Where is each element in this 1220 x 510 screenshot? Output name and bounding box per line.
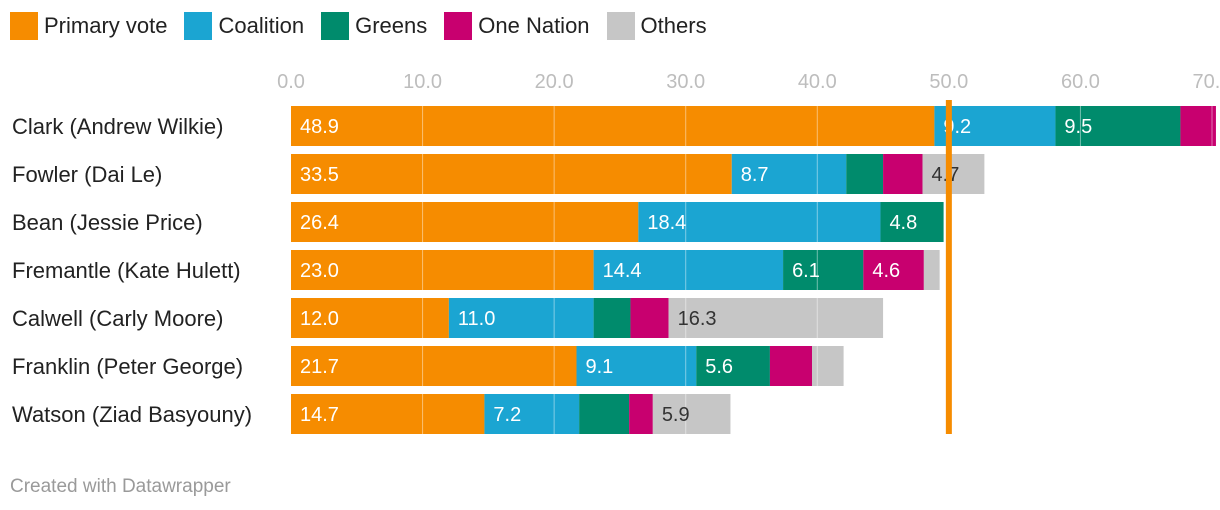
bar-one-nation (629, 394, 653, 434)
credit-text: Created with Datawrapper (10, 476, 231, 497)
value-label: 12.0 (300, 308, 339, 330)
bar-coalition (934, 106, 1056, 146)
bar-greens (846, 154, 884, 194)
category-labels: Clark (Andrew Wilkie) Fowler (Dai Le) Bean… (12, 114, 252, 427)
value-label: 18.4 (647, 212, 686, 234)
legend-swatch-others (606, 12, 635, 40)
bar-greens (696, 346, 770, 386)
legend-item-greens: Greens (321, 12, 427, 40)
category-label: Clark (Andrew Wilkie) (12, 114, 223, 139)
chart-legend: Primary vote Coalition Greens One Nation… (10, 12, 724, 40)
bar-coalition (576, 346, 697, 386)
value-label: 4.7 (932, 164, 960, 186)
x-tick-label: 20.0 (535, 71, 574, 93)
value-label: 16.3 (678, 308, 717, 330)
x-tick-label: 40.0 (798, 71, 837, 93)
stacked-bar-chart: 0.0 10.0 20.0 30.0 40.0 50.0 60.0 70.0 Clark (A… (12, 71, 1220, 434)
legend-item-coalition: Coalition (184, 12, 304, 40)
value-label: 9.1 (586, 356, 614, 378)
legend-item-primary-vote: Primary vote (10, 12, 167, 40)
x-tick-label: 60.0 (1061, 71, 1100, 93)
legend-label: Coalition (218, 13, 305, 38)
bar-one-nation (630, 298, 669, 338)
x-tick-label: 10.0 (403, 71, 442, 93)
value-label: 26.4 (300, 212, 339, 234)
legend-label: Greens (355, 13, 428, 38)
x-tick-label: 30.0 (666, 71, 705, 93)
bar-others (812, 346, 844, 386)
x-tick-label: 50.0 (929, 71, 968, 93)
legend-swatch-primary-vote (10, 12, 38, 40)
bar-greens (1055, 106, 1181, 146)
category-label: Watson (Ziad Basyouny) (12, 402, 252, 427)
bar-one-nation (883, 154, 923, 194)
bar-greens (593, 298, 631, 338)
legend-item-one-nation: One Nation (444, 12, 590, 40)
legend-label: Primary vote (44, 13, 168, 38)
value-label: 5.6 (705, 356, 733, 378)
category-label: Calwell (Carly Moore) (12, 306, 223, 331)
category-label: Franklin (Peter George) (12, 354, 243, 379)
bar-primary-vote (291, 250, 594, 290)
bar-primary-vote (291, 154, 732, 194)
category-label: Fowler (Dai Le) (12, 162, 162, 187)
x-tick-label: 70.0 (1193, 71, 1220, 93)
value-label: 21.7 (300, 356, 339, 378)
value-label: 23.0 (300, 260, 339, 282)
bar-primary-vote (291, 202, 639, 242)
legend-swatch-greens (321, 12, 350, 40)
bar-coalition (593, 250, 784, 290)
bar-one-nation (769, 346, 813, 386)
value-label: 11.0 (458, 308, 495, 330)
value-label: 48.9 (300, 116, 339, 138)
bar-greens (880, 202, 944, 242)
bar-others (923, 250, 940, 290)
value-label: 4.8 (889, 212, 917, 234)
category-label: Fremantle (Kate Hulett) (12, 258, 241, 283)
bars-layer (291, 106, 1216, 434)
category-label: Bean (Jessie Price) (12, 210, 203, 235)
bar-primary-vote (291, 106, 935, 146)
value-label: 33.5 (300, 164, 339, 186)
bar-greens (579, 394, 630, 434)
bar-others (922, 154, 985, 194)
value-label: 4.6 (872, 260, 900, 282)
bar-greens (783, 250, 864, 290)
value-label: 9.5 (1064, 116, 1092, 138)
bar-primary-vote (291, 346, 577, 386)
value-label: 7.2 (493, 404, 521, 426)
legend-swatch-coalition (184, 12, 213, 40)
bar-one-nation (863, 250, 924, 290)
value-label: 14.7 (300, 404, 339, 426)
x-axis-ticks: 0.0 10.0 20.0 30.0 40.0 50.0 60.0 70.0 (277, 71, 1220, 93)
bar-one-nation (1180, 106, 1216, 146)
value-label: 14.4 (603, 260, 642, 282)
value-labels: 48.9 9.2 9.533.5 8.7 4.726.4 18.4 4.823.0 14.4 6… (300, 116, 1092, 426)
bar-coalition (731, 154, 847, 194)
value-label: 8.7 (741, 164, 769, 186)
x-tick-label: 0.0 (277, 71, 305, 93)
bar-primary-vote (291, 298, 449, 338)
bar-coalition (484, 394, 580, 434)
legend-swatch-one-nation (444, 12, 473, 40)
legend-label: Others (640, 13, 707, 38)
value-label: 6.1 (792, 260, 820, 282)
bar-others (668, 298, 884, 338)
value-label: 5.9 (662, 404, 690, 426)
bar-coalition (638, 202, 881, 242)
legend-label: One Nation (478, 13, 590, 38)
legend-item-others: Others (606, 12, 707, 40)
bar-primary-vote (291, 394, 485, 434)
bar-others (652, 394, 731, 434)
bar-coalition (448, 298, 594, 338)
